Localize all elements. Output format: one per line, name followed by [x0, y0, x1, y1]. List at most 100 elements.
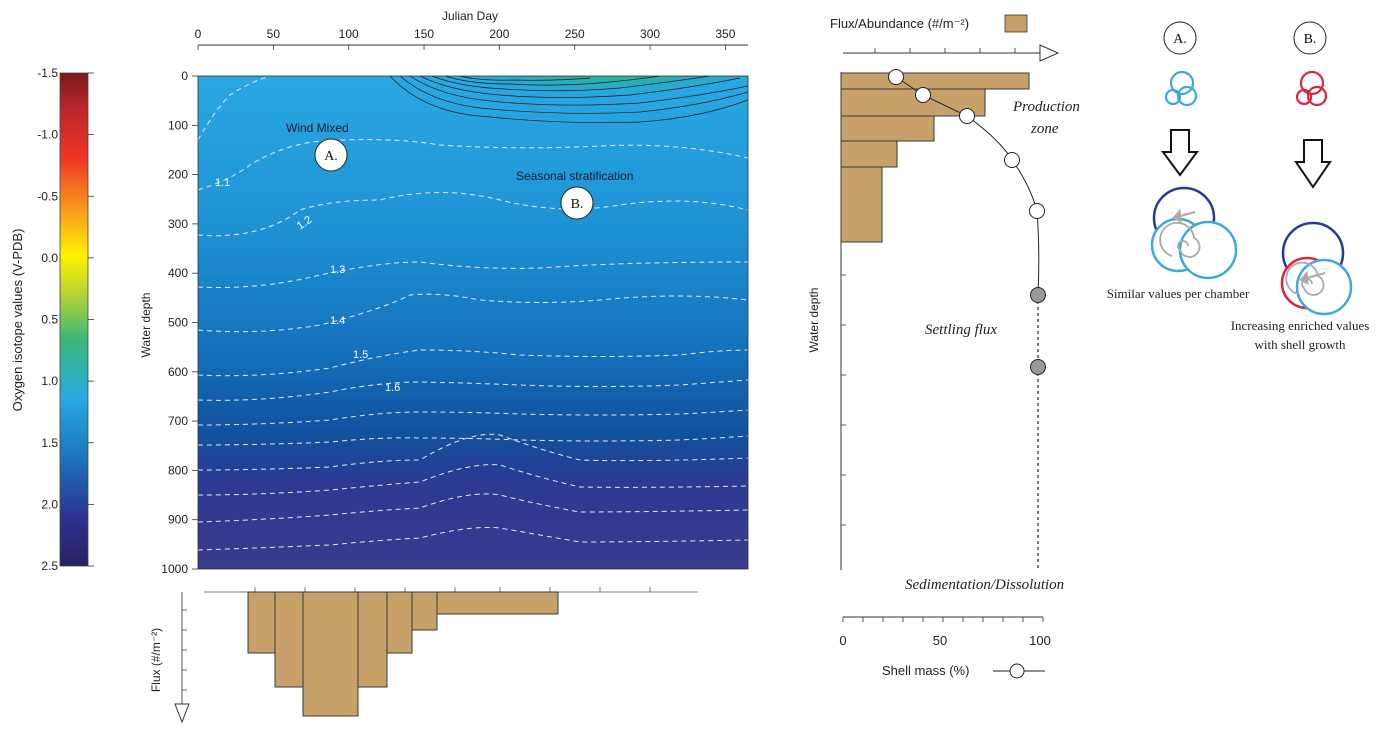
shell-mass-profile: Flux/Abundance (#/m⁻²) Water depth: [807, 14, 1080, 679]
contour-label-4: 1.4: [330, 315, 345, 327]
flux-histogram: Flux (#/m⁻²): [149, 587, 698, 724]
x-tick-label: 100: [339, 27, 359, 41]
shell-mass-tick-50: 50: [933, 633, 947, 648]
shell-mass-legend-marker: [1009, 663, 1025, 679]
flux-bar: [357, 591, 388, 688]
small-foram-a-icon: [1164, 70, 1198, 107]
abundance-bar: [840, 115, 935, 142]
contour-label-1: 1.1: [215, 177, 230, 189]
flux-abundance-label: Flux/Abundance (#/m⁻²): [830, 16, 969, 31]
x-axis-label: Julian Day: [442, 9, 498, 23]
contour-label-3: 1.3: [330, 264, 345, 276]
shell-mass-curve: [895, 76, 1040, 296]
production-label: Production: [1012, 99, 1080, 115]
y-tick-label: 600: [168, 365, 188, 379]
shell-mass-point: [1004, 152, 1020, 168]
small-foram-b-icon: [1295, 70, 1328, 107]
growth-arrow-b-icon: [1294, 139, 1332, 189]
large-foram-a-icon: [1150, 186, 1238, 280]
y-tick-label: 0: [181, 69, 188, 83]
growth-arrow-a-icon: [1161, 129, 1199, 177]
colorbar-tick-label: 0.0: [41, 251, 58, 265]
y-axis-label: Water depth: [139, 293, 153, 358]
colorbar-tick-label: 1.0: [41, 374, 58, 388]
svg-text:A.: A.: [1173, 32, 1187, 47]
settling-point: [1030, 359, 1046, 375]
shell-mass-point: [888, 69, 904, 85]
colorbar-tick-label: 2.0: [41, 497, 58, 511]
colorbar-ticks: -1.5 -1.0 -0.5 0.0 0.5 1.0 1.5 2.0 2.5: [37, 66, 94, 573]
y-tick-label: 500: [168, 316, 188, 330]
flux-bar: [302, 591, 359, 717]
y-tick-label: 700: [168, 414, 188, 428]
settling-point: [1030, 287, 1046, 303]
colorbar-tick-label: 2.5: [41, 559, 58, 573]
zone-label: zone: [1030, 121, 1059, 137]
contour-field: [198, 76, 748, 569]
flux-bar: [247, 591, 276, 654]
schematic-a-badge: A.: [1163, 21, 1197, 55]
svg-text:A.: A.: [324, 149, 338, 164]
settling-flux-label: Settling flux: [925, 322, 997, 338]
colorbar-tick-label: 1.5: [41, 436, 58, 450]
flux-bars: [247, 591, 559, 717]
flux-axis-ticks: [254, 587, 651, 592]
schematic-b-caption-line2: with shell growth: [1255, 337, 1346, 352]
badge-a: A.: [314, 138, 348, 172]
shell-mass-tick-100: 100: [1029, 633, 1051, 648]
colorbar-tick-label: -1.5: [37, 66, 58, 80]
x-tick-label: 0: [195, 27, 202, 41]
wind-mixed-label: Wind Mixed: [286, 121, 349, 135]
x-tick-label: 150: [414, 27, 434, 41]
x-tick-label: 250: [565, 27, 585, 41]
shell-mass-tick-0: 0: [839, 633, 846, 648]
flux-bar: [274, 591, 304, 688]
colorbar-label: Oxygen isotope values (V-PDB): [10, 229, 25, 412]
x-tick-label: 350: [715, 27, 735, 41]
flux-axis-label: Flux (#/m⁻²): [149, 628, 163, 692]
colorbar-gradient: [59, 72, 89, 567]
abundance-bar: [840, 72, 1030, 90]
abundance-bar: [840, 166, 883, 243]
y-tick-label: 400: [168, 266, 188, 280]
y-tick-label: 300: [168, 217, 188, 231]
badge-b: B.: [560, 186, 594, 220]
large-foram-b-icon: [1280, 221, 1353, 316]
schematic-a-caption: Similar values per chamber: [1107, 286, 1250, 301]
colorbar: -1.5 -1.0 -0.5 0.0 0.5 1.0 1.5 2.0 2.5 Oxygen is…: [10, 66, 94, 573]
chamber-schematic: A. B. Similar values: [1107, 21, 1369, 352]
y-tick-label: 200: [168, 168, 188, 182]
x-axis-ticks: 0 50 100 150 200 250 300 350: [195, 27, 736, 50]
contour-plot: Julian Day 0 50 100 150 200 250 300 350: [139, 9, 749, 576]
flux-down-arrow-icon: [174, 703, 190, 724]
shell-mass-point: [915, 87, 931, 103]
flux-bar: [386, 591, 413, 654]
seasonal-stratification-label: Seasonal stratification: [516, 169, 633, 183]
schematic-b-badge: B.: [1293, 21, 1327, 55]
colorbar-tick-label: -1.0: [37, 128, 58, 142]
dashed-isolines: [198, 76, 748, 551]
surface-warm-anomaly: [360, 76, 748, 151]
shell-mass-point: [1029, 203, 1045, 219]
abundance-bar: [840, 140, 898, 168]
flux-right-arrow-icon: [1039, 44, 1060, 62]
contour-label-5: 1.5: [353, 349, 368, 361]
colorbar-tick-label: -0.5: [37, 189, 58, 203]
svg-text:B.: B.: [1304, 32, 1317, 47]
flux-bar: [436, 591, 559, 615]
shell-mass-point: [959, 108, 975, 124]
y-axis-ticks: 0 100 200 300 400 500 600 700 800 900 1000: [161, 69, 198, 576]
shell-mass-label: Shell mass (%): [882, 663, 969, 678]
profile-y-axis-label: Water depth: [807, 288, 821, 353]
y-tick-label: 900: [168, 513, 188, 527]
y-tick-label: 100: [168, 118, 188, 132]
sedimentation-label: Sedimentation/Dissolution: [905, 577, 1064, 593]
flux-bar: [411, 591, 438, 631]
y-tick-label: 1000: [161, 562, 188, 576]
x-tick-label: 50: [267, 27, 281, 41]
x-tick-label: 200: [489, 27, 509, 41]
y-tick-label: 800: [168, 463, 188, 477]
colorbar-tick-label: 0.5: [41, 313, 58, 327]
flux-legend-swatch: [1004, 14, 1028, 33]
